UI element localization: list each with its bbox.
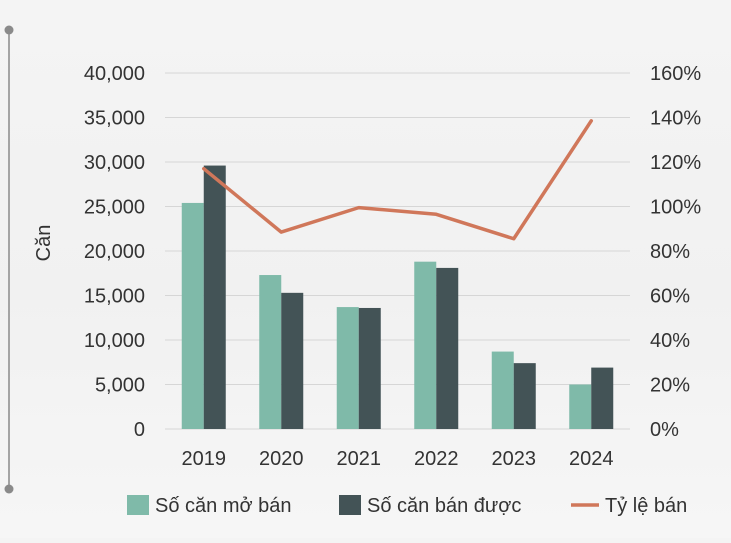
x-tick-label: 2020 xyxy=(259,448,304,470)
bar-sold xyxy=(358,307,381,429)
y-tick-label: 10,000 xyxy=(84,330,145,352)
side-rule xyxy=(4,25,14,494)
legend-swatch-opened xyxy=(127,495,149,515)
y2-tick-label: 0% xyxy=(650,419,679,441)
bar-opened xyxy=(259,275,282,429)
line-ratio xyxy=(202,119,593,241)
legend-swatch-sold xyxy=(339,495,361,515)
bar-sold xyxy=(591,367,614,429)
left-axis: 40,000 35,000 30,000 25,000 20,000 15,000 10,0… xyxy=(84,63,145,441)
legend-label-sold: Số căn bán được xyxy=(367,495,521,517)
x-tick-label: 2024 xyxy=(569,448,614,470)
bar-sold xyxy=(436,267,459,429)
gridlines xyxy=(165,72,630,430)
y2-tick-label: 20% xyxy=(650,375,690,397)
y2-tick-label: 60% xyxy=(650,286,690,308)
bar-opened xyxy=(336,307,359,429)
y2-tick-label: 120% xyxy=(650,152,701,174)
bar-opened xyxy=(491,351,514,429)
y2-tick-label: 80% xyxy=(650,241,690,263)
y-tick-label: 35,000 xyxy=(84,108,145,130)
y2-tick-label: 140% xyxy=(650,108,701,130)
y2-tick-label: 100% xyxy=(650,197,701,219)
side-rule-dot xyxy=(4,484,14,494)
bar-opened xyxy=(181,202,204,429)
bar-opened xyxy=(414,261,437,429)
y-tick-label: 20,000 xyxy=(84,241,145,263)
legend: Số căn mở bán Số căn bán được Tỷ lệ bán xyxy=(127,495,687,517)
side-rule-dot xyxy=(4,25,14,35)
bar-sold xyxy=(513,363,536,429)
line-series xyxy=(202,119,593,241)
bar-sold xyxy=(203,165,226,429)
x-tick-label: 2019 xyxy=(182,448,227,470)
y-tick-label: 15,000 xyxy=(84,286,145,308)
right-axis: 160% 140% 120% 100% 80% 60% 40% 20% 0% xyxy=(650,63,701,441)
y-axis-title: Căn xyxy=(33,225,55,262)
bar-sold xyxy=(281,292,304,429)
y-tick-label: 5,000 xyxy=(95,375,145,397)
y-tick-label: 30,000 xyxy=(84,152,145,174)
x-tick-label: 2023 xyxy=(492,448,537,470)
y-tick-label: 25,000 xyxy=(84,197,145,219)
y-tick-label: 0 xyxy=(134,419,145,441)
x-tick-label: 2022 xyxy=(414,448,459,470)
legend-label-ratio: Tỷ lệ bán xyxy=(605,495,687,517)
x-axis: 2019 2020 2021 2022 2023 2024 xyxy=(182,448,614,470)
y2-tick-label: 40% xyxy=(650,330,690,352)
legend-label-opened: Số căn mở bán xyxy=(155,495,292,517)
y-tick-label: 40,000 xyxy=(84,63,145,85)
y2-tick-label: 160% xyxy=(650,63,701,85)
bars xyxy=(181,165,614,429)
bar-opened xyxy=(569,384,592,429)
x-tick-label: 2021 xyxy=(337,448,382,470)
